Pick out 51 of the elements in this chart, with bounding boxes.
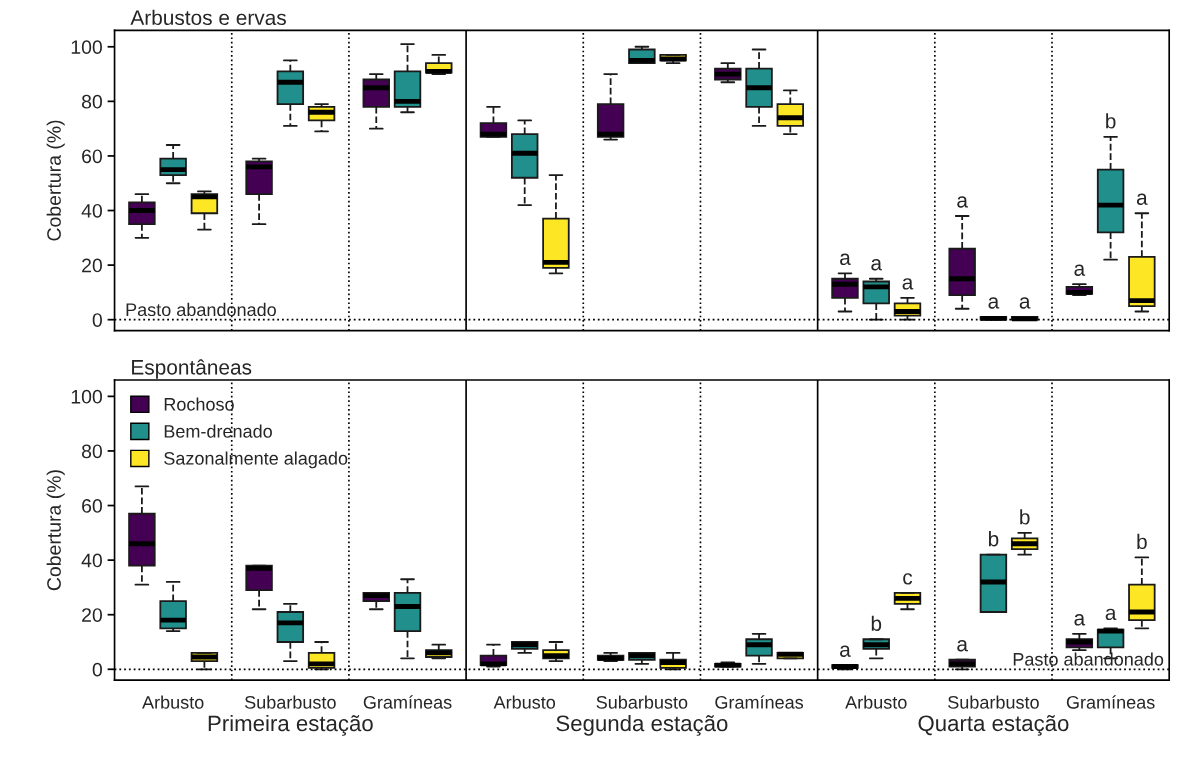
text: a <box>988 297 1000 309</box>
text: b <box>1106 113 1116 129</box>
text: a <box>1136 193 1148 205</box>
y-axis-title: Cobertura (%) <box>46 120 65 241</box>
text: a <box>957 640 968 652</box>
y-tick-label: 60 <box>82 499 102 513</box>
y-tick-label: 20 <box>82 258 102 273</box>
x-tick-label: Gramíneas <box>363 695 452 709</box>
text: a <box>957 196 968 208</box>
x-tick-label: Gramíneas <box>1066 695 1155 709</box>
y-tick-label: 0 <box>92 662 102 677</box>
text: Quarta estação <box>918 714 1069 736</box>
legend-label: Sazonalmente alagado <box>164 451 348 469</box>
x-tick-label: Subarbusto <box>596 695 688 709</box>
x-tick-label: Arbusto <box>142 695 204 709</box>
text: b <box>1137 533 1147 550</box>
text: a <box>840 645 851 657</box>
x-tick-label: Arbusto <box>493 695 556 709</box>
text: Segunda estação <box>556 714 728 736</box>
x-tick-label: Subarbusto <box>244 695 336 709</box>
text: a <box>1074 614 1086 626</box>
y-tick-label: 60 <box>82 149 102 164</box>
chart-title: Arbustos e ervas <box>130 9 286 26</box>
text: a <box>1074 264 1086 276</box>
y-tick-label: 40 <box>81 203 102 218</box>
y-tick-label: 100 <box>71 389 102 404</box>
text: b <box>871 615 882 631</box>
chart-title: Espontâneas <box>132 359 252 379</box>
text: c <box>903 573 913 585</box>
text: a <box>871 259 883 271</box>
y-tick-label: 100 <box>71 40 102 55</box>
x-tick-label: Arbusto <box>845 695 907 709</box>
text: b <box>988 531 999 547</box>
text: a <box>902 278 914 290</box>
y-axis-title: Cobertura (%) <box>46 470 65 591</box>
y-tick-label: 0 <box>92 313 102 327</box>
legend-label: Rochoso <box>164 397 234 411</box>
ref-line-label: Pasto abandonado <box>1013 652 1164 666</box>
y-tick-label: 80 <box>81 444 102 459</box>
text: b <box>1020 509 1030 525</box>
y-tick-label: 40 <box>81 553 102 568</box>
y-tick-label: 20 <box>82 608 102 622</box>
text: a <box>1105 608 1117 621</box>
x-tick-label: Subarbusto <box>948 695 1039 709</box>
x-tick-label: Gramíneas <box>715 695 804 709</box>
text: a <box>840 253 851 265</box>
text: Primeira estação <box>208 714 373 736</box>
text: a <box>1019 297 1031 309</box>
ref-line-label: Pasto abandonado <box>126 302 276 317</box>
y-tick-label: 80 <box>81 94 102 109</box>
legend-label: Bem-drenado <box>164 424 272 438</box>
